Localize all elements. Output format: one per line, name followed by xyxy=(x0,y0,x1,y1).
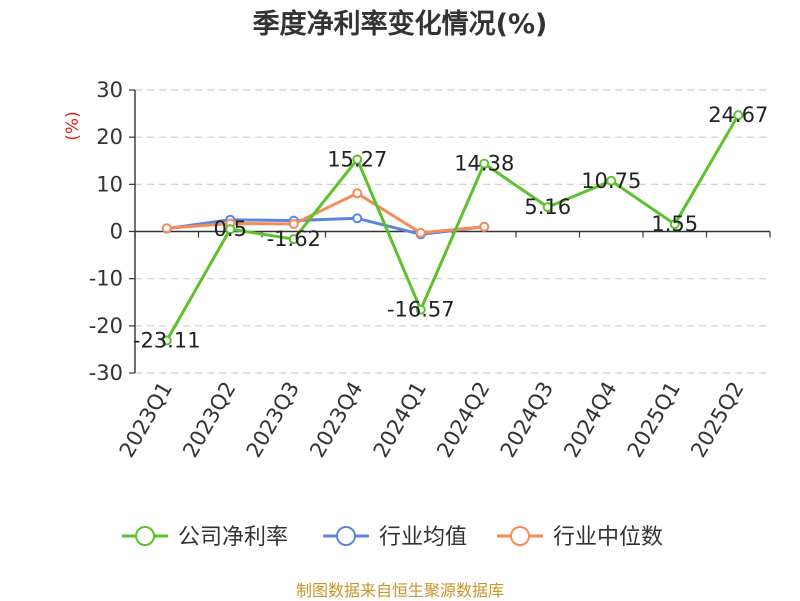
y-axis-label: (%) xyxy=(63,111,83,140)
data-point xyxy=(352,213,363,224)
legend-label: 行业均值 xyxy=(379,525,467,550)
data-point xyxy=(606,175,617,186)
x-axis-ticks: 2023Q1 2023Q2 2023Q3 2023Q4 2024Q1 2024Q2 2024… xyxy=(115,378,749,462)
data-labels: -23.11 0.5 -1.62 15.27 -16.57 14.38 5.16 10.75 1… xyxy=(133,103,768,352)
data-label: 0.5 xyxy=(214,217,247,241)
data-label: 15.27 xyxy=(327,147,387,171)
data-label: 10.75 xyxy=(581,169,641,193)
data-label: -16.57 xyxy=(387,298,455,322)
data-point xyxy=(288,218,299,229)
y-tick-label: 10 xyxy=(96,172,123,196)
chart-title: 季度净利率变化情况(%) xyxy=(252,9,548,40)
grid-lines xyxy=(135,89,770,374)
legend-marker xyxy=(135,526,155,546)
y-tick-label: 20 xyxy=(96,125,123,149)
y-tick-label: -20 xyxy=(89,314,123,338)
data-label: 1.55 xyxy=(651,212,698,236)
y-tick-label: -30 xyxy=(89,361,123,385)
x-tick-label: 2025Q1 xyxy=(623,378,685,462)
x-tick-label: 2024Q4 xyxy=(559,378,621,462)
series-line xyxy=(166,191,485,235)
x-tick-label: 2024Q1 xyxy=(369,378,431,462)
x-tick-label: 2023Q1 xyxy=(115,378,177,462)
x-tick-label: 2023Q4 xyxy=(305,378,367,462)
data-label: 5.16 xyxy=(524,195,571,219)
y-tick-label: -10 xyxy=(89,267,123,291)
x-tick-label: 2024Q2 xyxy=(432,378,494,462)
x-tick-label: 2023Q3 xyxy=(242,378,304,462)
data-point xyxy=(225,224,236,235)
data-point xyxy=(479,221,490,232)
data-point xyxy=(669,219,680,230)
legend: 公司净利率 行业均值 行业中位数 xyxy=(122,525,663,550)
data-point xyxy=(415,304,426,315)
legend-marker xyxy=(336,526,356,546)
data-label: -23.11 xyxy=(133,329,201,353)
data-label: 14.38 xyxy=(454,152,514,176)
data-point xyxy=(479,158,490,169)
data-point xyxy=(733,110,744,121)
series-line xyxy=(165,114,740,342)
data-point xyxy=(352,188,363,199)
y-tick-label: 30 xyxy=(96,78,123,102)
legend-marker xyxy=(510,526,530,546)
data-label: -1.62 xyxy=(267,227,321,251)
source-footer: 制图数据来自恒生聚源数据库 xyxy=(295,581,504,600)
y-axis-ticks: 30 20 10 0 -10 -20 -30 xyxy=(89,78,135,385)
x-tick-label: 2025Q2 xyxy=(686,378,748,462)
data-point xyxy=(352,154,363,165)
x-tick-label: 2024Q3 xyxy=(496,378,558,462)
series-lines xyxy=(161,110,744,346)
x-tick-label: 2023Q2 xyxy=(178,378,240,462)
data-point xyxy=(542,202,553,213)
data-point xyxy=(161,335,172,346)
data-point xyxy=(288,234,299,245)
y-tick-label: 0 xyxy=(110,220,123,244)
data-point xyxy=(161,223,172,234)
data-label: 24.67 xyxy=(708,103,768,127)
legend-label: 行业中位数 xyxy=(553,525,663,550)
legend-label: 公司净利率 xyxy=(178,525,288,550)
data-point xyxy=(415,227,426,238)
